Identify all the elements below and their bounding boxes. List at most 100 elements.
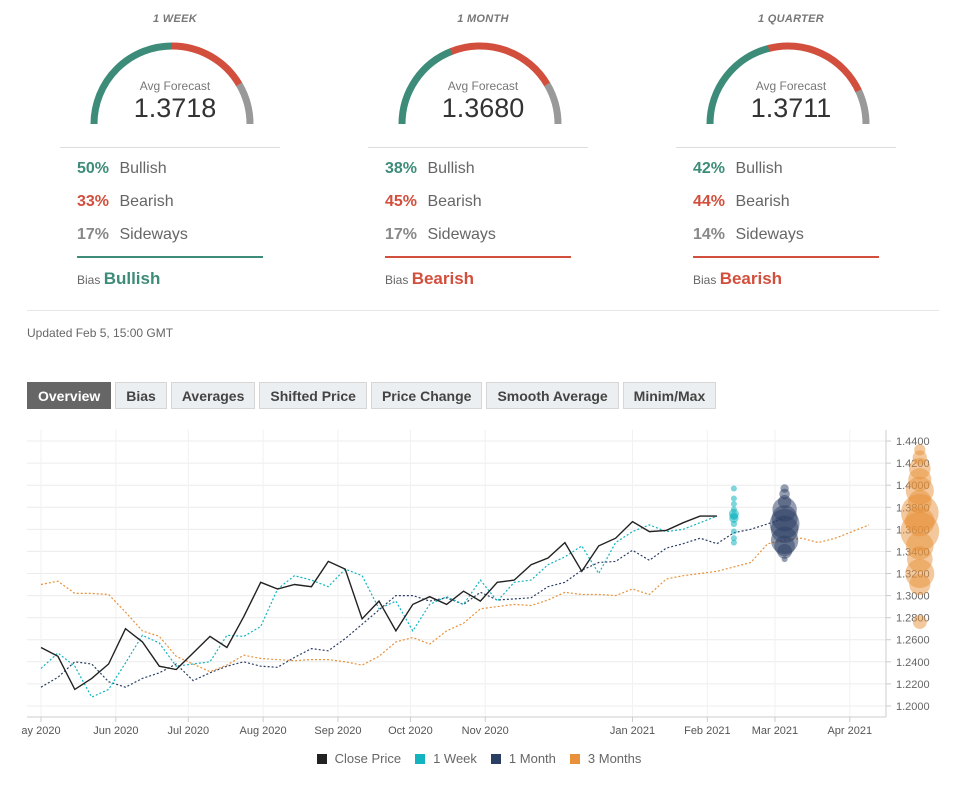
forecast-bubble: [913, 615, 927, 629]
sideways-percent: 17%: [77, 226, 115, 244]
bullish-stat: 42% Bullish: [693, 160, 783, 178]
x-tick-label: Jan 2021: [610, 725, 655, 737]
bias-line: [385, 256, 571, 258]
tab-averages[interactable]: Averages: [171, 382, 256, 409]
avg-forecast-value: 1.3680: [368, 93, 598, 124]
tab-bias[interactable]: Bias: [115, 382, 167, 409]
forecast-bubble: [731, 529, 737, 535]
updated-timestamp: Updated Feb 5, 15:00 GMT: [27, 326, 173, 340]
bias-indicator: Bias Bearish: [385, 269, 474, 289]
avg-forecast-label: Avg Forecast: [368, 79, 598, 93]
sideways-stat: 17% Sideways: [385, 226, 496, 244]
sideways-label: Sideways: [427, 226, 495, 243]
legend-label: 1 Week: [433, 751, 477, 766]
bias-value: Bearish: [412, 269, 474, 288]
forecast-bubble: [731, 495, 737, 501]
series-line-close-price: [41, 516, 717, 689]
bias-value: Bearish: [720, 269, 782, 288]
bullish-percent: 38%: [385, 160, 423, 178]
avg-forecast-label: Avg Forecast: [676, 79, 906, 93]
bearish-percent: 44%: [693, 193, 731, 211]
bullish-label: Bullish: [427, 160, 474, 177]
bias-label: Bias: [77, 273, 100, 287]
legend-label: 3 Months: [588, 751, 641, 766]
legend-label: Close Price: [335, 751, 401, 766]
x-tick-label: Jul 2020: [167, 725, 209, 737]
forecast-bubble: [731, 540, 737, 546]
bearish-label: Bearish: [119, 193, 173, 210]
header-separator: [27, 310, 939, 311]
y-tick-label: 1.2200: [896, 679, 930, 691]
x-tick-label: Sep 2020: [314, 725, 361, 737]
x-tick-label: Oct 2020: [388, 725, 433, 737]
bearish-percent: 45%: [385, 193, 423, 211]
y-tick-label: 1.2000: [896, 701, 930, 713]
sideways-percent: 17%: [385, 226, 423, 244]
series-line-1-week: [41, 516, 717, 697]
x-tick-label: Apr 2021: [827, 725, 872, 737]
tab-overview[interactable]: Overview: [27, 382, 111, 409]
legend-item-close-price[interactable]: Close Price: [317, 751, 401, 766]
legend-swatch: [570, 754, 580, 764]
sideways-label: Sideways: [735, 226, 803, 243]
forecast-bubble: [909, 574, 930, 595]
panel-separator: [676, 147, 896, 148]
forecast-bubble: [731, 486, 737, 492]
panel-title: 1 WEEK: [60, 13, 290, 25]
bullish-label: Bullish: [119, 160, 166, 177]
bias-line: [693, 256, 879, 258]
panel-title: 1 MONTH: [368, 13, 598, 25]
bullish-stat: 38% Bullish: [385, 160, 475, 178]
bias-value: Bullish: [104, 269, 161, 288]
bullish-percent: 42%: [693, 160, 731, 178]
bullish-percent: 50%: [77, 160, 115, 178]
x-tick-label: Nov 2020: [462, 725, 509, 737]
sideways-stat: 17% Sideways: [77, 226, 188, 244]
bearish-label: Bearish: [735, 193, 789, 210]
x-tick-label: Mar 2021: [752, 725, 798, 737]
bearish-percent: 33%: [77, 193, 115, 211]
avg-forecast-value: 1.3711: [676, 93, 906, 124]
panel-separator: [368, 147, 588, 148]
x-tick-label: ay 2020: [21, 725, 60, 737]
legend-swatch: [317, 754, 327, 764]
tab-shifted-price[interactable]: Shifted Price: [259, 382, 367, 409]
sideways-stat: 14% Sideways: [693, 226, 804, 244]
sideways-percent: 14%: [693, 226, 731, 244]
tab-smooth-average[interactable]: Smooth Average: [486, 382, 618, 409]
chart-tabs: Overview Bias Averages Shifted Price Price C…: [27, 382, 720, 409]
bearish-stat: 44% Bearish: [693, 193, 790, 211]
legend-item-1-month[interactable]: 1 Month: [491, 751, 556, 766]
avg-forecast-label: Avg Forecast: [60, 79, 290, 93]
legend-item-3-months[interactable]: 3 Months: [570, 751, 641, 766]
legend-label: 1 Month: [509, 751, 556, 766]
forecast-bubble: [782, 556, 788, 562]
y-tick-label: 1.2400: [896, 657, 930, 669]
bullish-label: Bullish: [735, 160, 782, 177]
legend-item-1-week[interactable]: 1 Week: [415, 751, 477, 766]
x-tick-label: Jun 2020: [93, 725, 138, 737]
bias-label: Bias: [385, 273, 408, 287]
bullish-stat: 50% Bullish: [77, 160, 167, 178]
sideways-label: Sideways: [119, 226, 187, 243]
x-tick-label: Aug 2020: [240, 725, 287, 737]
panel-title: 1 QUARTER: [676, 13, 906, 25]
bearish-label: Bearish: [427, 193, 481, 210]
bias-label: Bias: [693, 273, 716, 287]
bias-indicator: Bias Bearish: [693, 269, 782, 289]
legend-swatch: [415, 754, 425, 764]
forecast-bubble: [731, 521, 737, 527]
chart-legend: Close Price 1 Week 1 Month 3 Months: [0, 751, 958, 766]
bearish-stat: 45% Bearish: [385, 193, 482, 211]
tab-minim-max[interactable]: Minim/Max: [623, 382, 717, 409]
bias-line: [77, 256, 263, 258]
panel-separator: [60, 147, 280, 148]
forecast-chart: 1.20001.22001.24001.26001.28001.30001.32…: [0, 425, 958, 745]
bias-indicator: Bias Bullish: [77, 269, 160, 289]
forecast-bubble: [731, 501, 737, 507]
tab-price-change[interactable]: Price Change: [371, 382, 482, 409]
y-tick-label: 1.2600: [896, 635, 930, 647]
y-tick-label: 1.4400: [896, 436, 930, 448]
bearish-stat: 33% Bearish: [77, 193, 174, 211]
avg-forecast-value: 1.3718: [60, 93, 290, 124]
